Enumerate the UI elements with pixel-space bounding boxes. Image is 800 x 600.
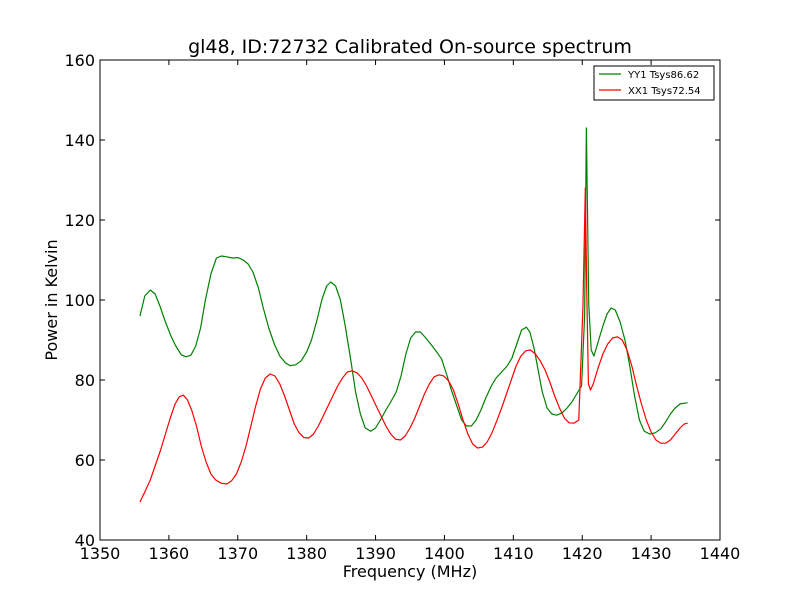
x-tick-label: 1360 [149, 544, 190, 563]
series-line-yy1 [139, 127, 688, 435]
legend-label-xx1: XX1 Tsys72.54 [628, 86, 701, 97]
legend: YY1 Tsys86.62 XX1 Tsys72.54 [593, 65, 715, 101]
y-tick-label: 140 [64, 131, 95, 150]
plot-frame [99, 59, 721, 541]
series-layer [139, 127, 688, 503]
x-tick-label: 1350 [80, 544, 121, 563]
x-tick-label: 1420 [562, 544, 603, 563]
y-tick-label: 60 [75, 451, 95, 470]
x-tick-label: 1370 [217, 544, 258, 563]
x-tick-label: 1430 [631, 544, 672, 563]
chart-title: gl48, ID:72732 Calibrated On-source spec… [188, 36, 632, 58]
y-tick-label: 120 [64, 211, 95, 230]
y-tick-label: 80 [75, 371, 95, 390]
x-tick-label: 1410 [493, 544, 534, 563]
legend-label-yy1: YY1 Tsys86.62 [627, 70, 699, 81]
y-tick-label: 160 [64, 51, 95, 70]
y-tick-label: 100 [64, 291, 95, 310]
y-tick-label: 40 [75, 531, 95, 550]
tick-layer: 1350 1360 1370 1380 1390 1400 1410 1420 1430 1440… [64, 51, 740, 563]
x-axis-label: Frequency (MHz) [343, 562, 477, 581]
y-axis-label: Power in Kelvin [42, 239, 61, 360]
x-tick-label: 1380 [286, 544, 327, 563]
series-line-xx1 [139, 187, 688, 503]
x-tick-label: 1440 [700, 544, 741, 563]
plot-area [100, 60, 720, 540]
x-tick-label: 1400 [424, 544, 465, 563]
legend-box [593, 65, 715, 101]
x-tick-label: 1390 [355, 544, 396, 563]
